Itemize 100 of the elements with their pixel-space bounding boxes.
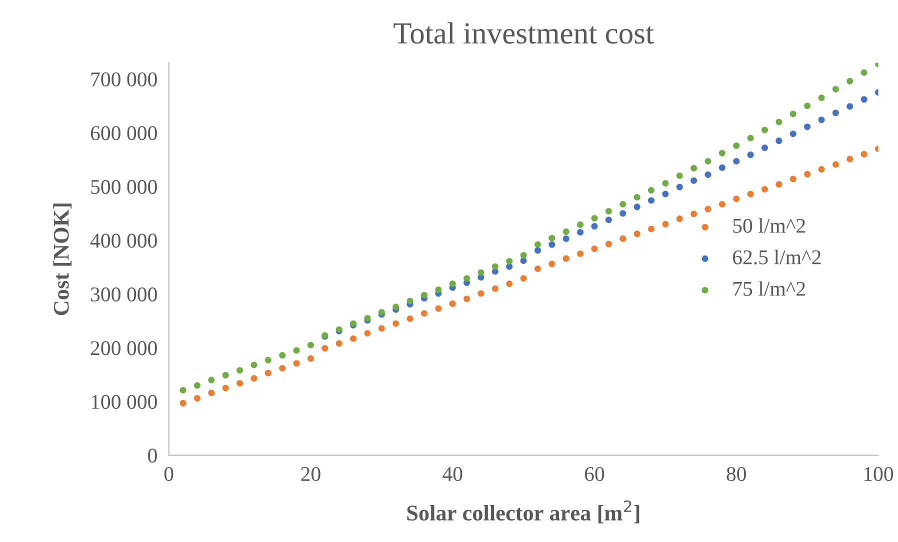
point	[818, 94, 825, 102]
point	[492, 263, 498, 270]
point	[620, 200, 626, 208]
y-tick-label: 700 000	[91, 72, 157, 86]
point	[662, 190, 669, 198]
point	[804, 170, 811, 178]
point	[378, 325, 385, 332]
chart-title: Total investment cost	[394, 22, 654, 44]
point	[478, 269, 484, 276]
point	[435, 305, 442, 312]
point	[336, 340, 342, 347]
point	[534, 241, 541, 248]
x-tick-label: 80	[726, 466, 746, 482]
legend-label: 75 l/m^2	[733, 281, 805, 296]
point	[648, 226, 654, 232]
point	[690, 177, 698, 184]
point	[350, 335, 357, 342]
point	[478, 290, 484, 297]
legend-label: 62.5 l/m^2	[732, 250, 821, 264]
point	[364, 314, 371, 322]
point	[662, 220, 669, 228]
point	[761, 126, 768, 134]
point	[761, 186, 768, 192]
point	[520, 252, 527, 259]
point	[279, 352, 286, 359]
point	[832, 161, 839, 168]
point	[690, 164, 698, 172]
point	[761, 144, 768, 152]
y-tick-label: 400 000	[90, 234, 157, 248]
point	[464, 296, 470, 302]
point	[676, 184, 683, 190]
x-tick-label: 20	[301, 466, 320, 482]
point	[208, 376, 215, 384]
point	[364, 330, 371, 337]
point	[222, 384, 229, 392]
point	[662, 180, 669, 187]
point	[548, 234, 556, 242]
point	[676, 172, 683, 180]
point	[250, 375, 258, 382]
point	[562, 228, 570, 235]
point	[690, 210, 698, 218]
y-tick-label: 600 000	[90, 126, 157, 140]
point	[506, 280, 513, 288]
point	[591, 214, 598, 222]
point	[194, 395, 200, 402]
point	[208, 390, 215, 396]
point	[534, 247, 541, 254]
point	[449, 280, 456, 288]
point	[506, 263, 513, 270]
point	[648, 187, 654, 194]
point	[733, 158, 740, 164]
point	[846, 78, 854, 84]
point	[818, 166, 825, 173]
point	[718, 150, 726, 156]
point	[236, 367, 244, 374]
point	[492, 285, 498, 292]
point	[236, 380, 244, 387]
point	[293, 360, 300, 367]
point	[747, 190, 754, 198]
point	[605, 208, 612, 214]
point	[860, 69, 868, 76]
point	[222, 372, 229, 378]
point	[293, 347, 300, 354]
point	[747, 134, 754, 142]
y-tick-label: 300 000	[91, 287, 157, 302]
x-tick-label: 100	[864, 466, 894, 482]
legend-label: 50 l/m^2	[733, 218, 805, 233]
point	[818, 116, 825, 124]
point	[420, 292, 428, 298]
point	[264, 356, 272, 364]
x-tick-label: 40	[442, 466, 462, 482]
y-axis-title: Cost [NOK]	[53, 204, 72, 316]
point	[392, 320, 400, 327]
point	[577, 250, 584, 257]
point	[790, 110, 796, 118]
point	[846, 156, 854, 162]
point	[634, 230, 640, 238]
x-tick-label: 60	[584, 466, 604, 482]
point	[506, 258, 513, 264]
point	[406, 298, 414, 304]
point	[264, 370, 272, 376]
point	[562, 255, 570, 262]
y-tick-label: 0	[148, 448, 157, 463]
y-tick-label: 500 000	[91, 180, 157, 194]
point	[180, 400, 186, 406]
point	[832, 86, 839, 92]
x-tick-label: 0	[164, 466, 174, 482]
point	[307, 342, 314, 348]
point	[634, 204, 640, 210]
point	[704, 171, 712, 178]
point	[420, 310, 428, 317]
point	[307, 355, 314, 362]
point	[562, 235, 570, 242]
point	[194, 382, 200, 389]
point	[520, 275, 527, 282]
point	[180, 386, 186, 394]
point	[704, 206, 712, 212]
point	[577, 228, 584, 236]
point	[406, 315, 414, 322]
point	[392, 304, 400, 310]
